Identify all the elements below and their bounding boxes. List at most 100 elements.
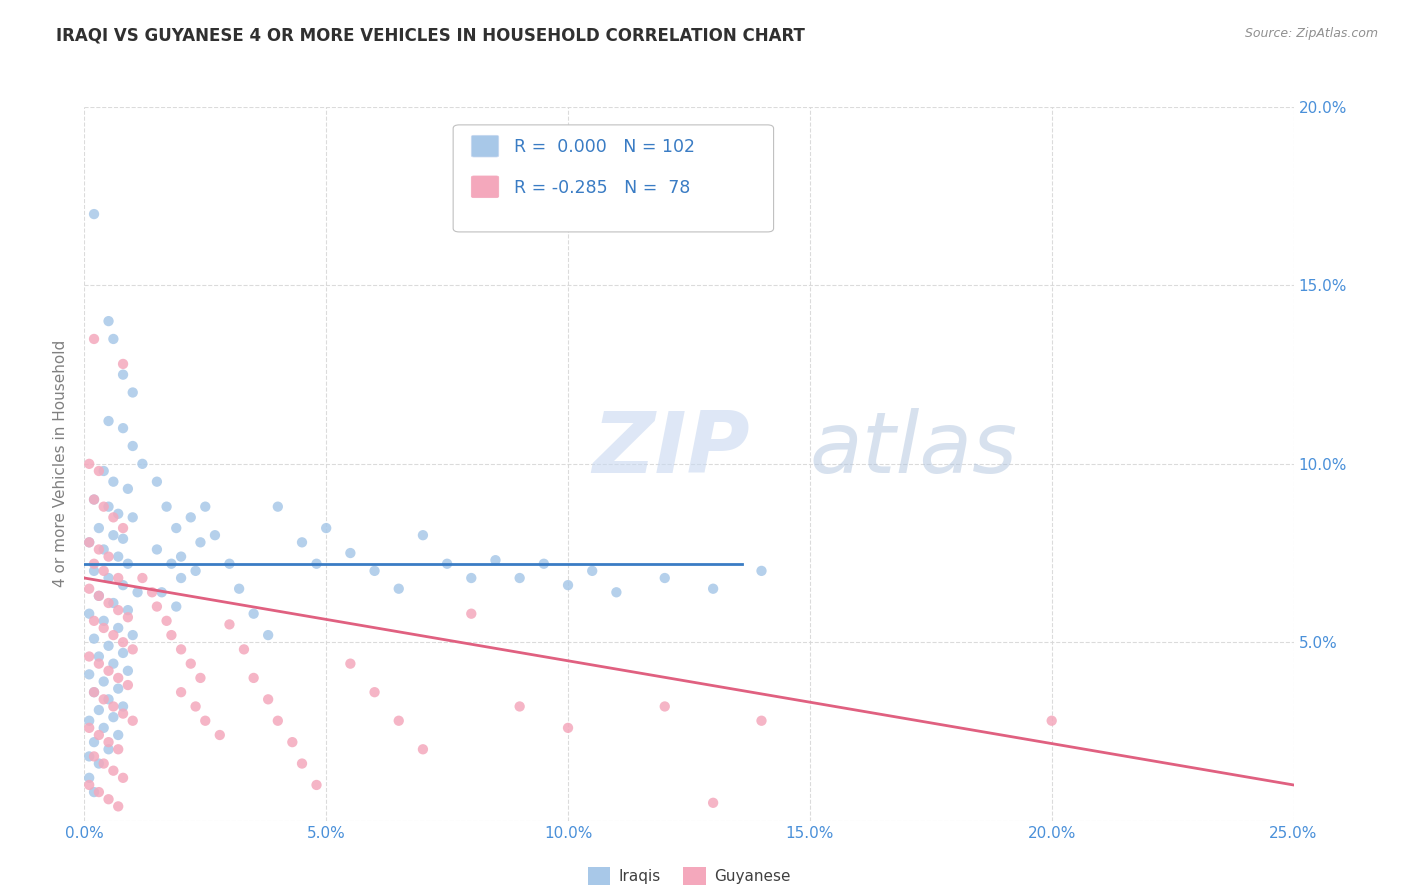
Text: ZIP: ZIP — [592, 408, 749, 491]
Point — [165, 599, 187, 614]
Point — [87, 589, 110, 603]
FancyBboxPatch shape — [471, 136, 499, 157]
Point — [83, 557, 105, 571]
Point — [751, 564, 773, 578]
Point — [291, 756, 314, 771]
Point — [305, 778, 328, 792]
Point — [112, 532, 135, 546]
Point — [460, 571, 482, 585]
Point — [107, 507, 129, 521]
Point — [190, 535, 212, 549]
Point — [194, 714, 217, 728]
Point — [557, 721, 579, 735]
Point — [77, 771, 100, 785]
Point — [97, 414, 120, 428]
Point — [77, 721, 100, 735]
Point — [107, 728, 129, 742]
Point — [388, 714, 411, 728]
Point — [97, 735, 120, 749]
Text: Source: ZipAtlas.com: Source: ZipAtlas.com — [1244, 27, 1378, 40]
Point — [112, 771, 135, 785]
Point — [107, 603, 129, 617]
Point — [150, 585, 173, 599]
Point — [93, 756, 115, 771]
Point — [103, 596, 125, 610]
Point — [93, 464, 115, 478]
Point — [160, 628, 183, 642]
Point — [218, 557, 240, 571]
Point — [702, 582, 724, 596]
Point — [103, 764, 125, 778]
Point — [170, 571, 193, 585]
Point — [363, 685, 385, 699]
Point — [87, 649, 110, 664]
Point — [281, 735, 304, 749]
Point — [155, 500, 177, 514]
Point — [83, 685, 105, 699]
Point — [121, 628, 143, 642]
Point — [267, 714, 290, 728]
Point — [97, 742, 120, 756]
Point — [83, 785, 105, 799]
Point — [436, 557, 458, 571]
Point — [363, 564, 385, 578]
Point — [87, 785, 110, 799]
Point — [242, 607, 264, 621]
Text: IRAQI VS GUYANESE 4 OR MORE VEHICLES IN HOUSEHOLD CORRELATION CHART: IRAQI VS GUYANESE 4 OR MORE VEHICLES IN … — [56, 27, 806, 45]
Point — [412, 528, 434, 542]
Point — [1040, 714, 1063, 728]
Point — [87, 728, 110, 742]
Point — [103, 657, 125, 671]
Point — [103, 628, 125, 642]
Point — [112, 699, 135, 714]
Point — [339, 546, 361, 560]
Point — [702, 796, 724, 810]
Point — [97, 692, 120, 706]
Point — [93, 621, 115, 635]
Point — [93, 564, 115, 578]
Point — [605, 585, 627, 599]
Point — [180, 510, 202, 524]
Point — [97, 639, 120, 653]
Point — [257, 628, 280, 642]
Point — [103, 528, 125, 542]
Point — [112, 646, 135, 660]
Point — [257, 692, 280, 706]
Point — [509, 699, 531, 714]
Point — [83, 492, 105, 507]
Point — [146, 542, 169, 557]
Point — [117, 678, 139, 692]
Point — [291, 535, 314, 549]
Point — [93, 614, 115, 628]
Point — [654, 699, 676, 714]
Point — [93, 542, 115, 557]
Point — [194, 500, 217, 514]
Point — [121, 385, 143, 400]
Point — [87, 542, 110, 557]
Point — [103, 710, 125, 724]
Point — [83, 685, 105, 699]
Point — [146, 599, 169, 614]
Point — [83, 564, 105, 578]
Point — [107, 742, 129, 756]
Point — [83, 332, 105, 346]
Point — [170, 642, 193, 657]
Point — [184, 699, 207, 714]
Point — [87, 521, 110, 535]
Point — [77, 749, 100, 764]
Point — [121, 642, 143, 657]
Point — [103, 475, 125, 489]
Point — [484, 553, 506, 567]
Point — [208, 728, 231, 742]
Point — [107, 571, 129, 585]
Point — [77, 649, 100, 664]
Point — [103, 699, 125, 714]
FancyBboxPatch shape — [471, 176, 499, 198]
Point — [228, 582, 250, 596]
Point — [93, 692, 115, 706]
Point — [107, 671, 129, 685]
Point — [87, 756, 110, 771]
Point — [87, 464, 110, 478]
Point — [77, 607, 100, 621]
Point — [339, 657, 361, 671]
